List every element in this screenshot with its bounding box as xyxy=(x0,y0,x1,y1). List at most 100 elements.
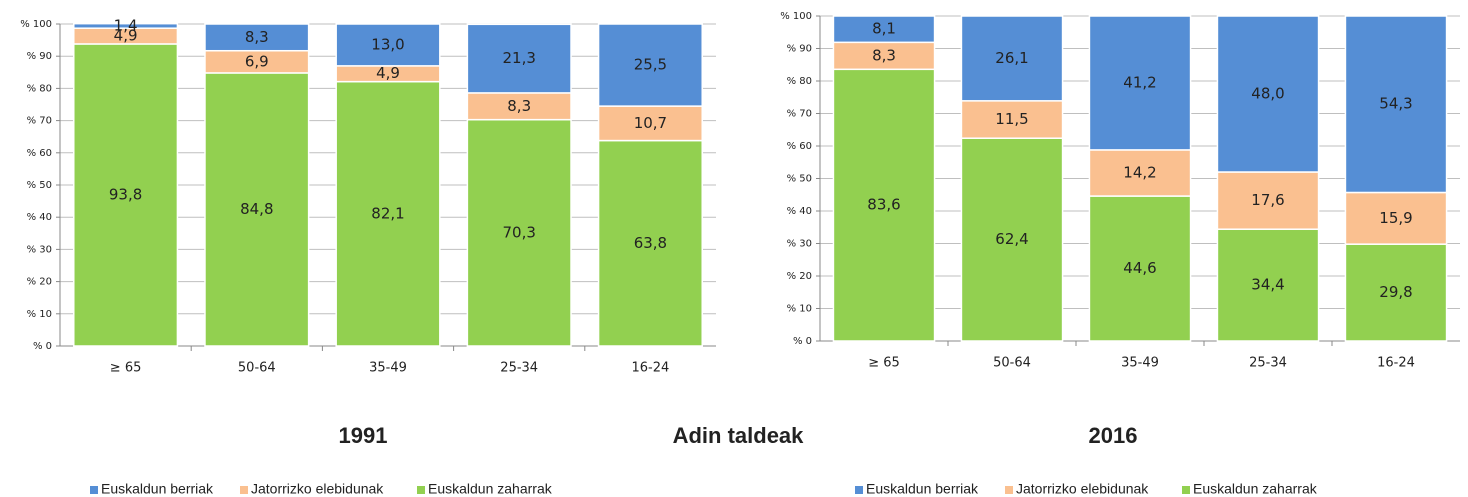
value-label: 84,8 xyxy=(240,200,273,218)
value-label: 29,8 xyxy=(1379,283,1412,301)
legend-label: Jatorrizko elebidunak xyxy=(251,481,384,497)
value-label: 83,6 xyxy=(867,196,900,214)
bar-segment xyxy=(1344,191,1448,245)
bar-segment xyxy=(1216,228,1320,342)
value-label: 1,4 xyxy=(114,16,138,34)
bar-segment xyxy=(960,100,1064,139)
value-label: 26,1 xyxy=(995,49,1028,67)
value-label: 11,5 xyxy=(995,110,1028,128)
bar-segment xyxy=(597,105,703,142)
x-tick-label: 25-34 xyxy=(1249,356,1287,371)
value-label: 8,3 xyxy=(507,97,531,115)
value-label: 93,8 xyxy=(109,185,142,203)
bar-segment xyxy=(204,23,310,52)
bar-segment xyxy=(960,137,1064,342)
legend-label: Euskaldun zaharrak xyxy=(1193,481,1318,497)
bar-segment xyxy=(466,92,572,121)
value-label: 82,1 xyxy=(371,204,404,222)
bar-segment xyxy=(335,23,441,67)
bar-segment xyxy=(1344,15,1448,194)
bar-segment xyxy=(1088,149,1192,197)
value-label: 17,6 xyxy=(1251,191,1284,209)
value-label: 48,0 xyxy=(1251,85,1284,103)
x-tick-label: 35-49 xyxy=(1121,356,1159,371)
legend-swatch xyxy=(240,486,248,494)
x-tick-label: ≥ 65 xyxy=(110,361,142,376)
y-tick-label: % 10 xyxy=(27,309,52,320)
value-label: 14,2 xyxy=(1123,163,1156,181)
y-tick-label: % 50 xyxy=(787,174,812,185)
bar-segment xyxy=(1088,195,1192,342)
value-label: 15,9 xyxy=(1379,209,1412,227)
value-label: 6,9 xyxy=(245,52,269,70)
legend-swatch xyxy=(417,486,425,494)
legend-label: Jatorrizko elebidunak xyxy=(1016,481,1149,497)
y-tick-label: % 80 xyxy=(787,76,812,87)
legend-swatch xyxy=(1182,486,1190,494)
value-label: 70,3 xyxy=(502,223,535,241)
value-label: 8,3 xyxy=(245,28,269,46)
x-axis-label: Adin taldeak xyxy=(673,423,805,448)
x-tick-label: 16-24 xyxy=(632,361,670,376)
y-tick-label: % 100 xyxy=(780,11,812,22)
bar-segment xyxy=(832,68,936,342)
y-tick-label: % 20 xyxy=(27,277,52,288)
y-tick-label: % 0 xyxy=(793,336,812,347)
y-tick-label: % 100 xyxy=(20,19,52,30)
y-tick-label: % 60 xyxy=(27,148,52,159)
value-label: 21,3 xyxy=(502,49,535,67)
bar-segment xyxy=(1216,15,1320,173)
y-tick-label: % 40 xyxy=(787,206,812,217)
value-label: 10,7 xyxy=(634,114,667,132)
bar-segment xyxy=(335,80,441,347)
value-label: 8,3 xyxy=(872,46,896,64)
bar-segment xyxy=(832,15,936,44)
legend-swatch xyxy=(90,486,98,494)
y-tick-label: % 80 xyxy=(27,83,52,94)
value-label: 4,9 xyxy=(114,27,138,45)
x-tick-label: 25-34 xyxy=(500,361,538,376)
bar-segment xyxy=(1216,171,1320,230)
y-tick-label: % 90 xyxy=(27,51,52,62)
legend-swatch xyxy=(855,486,863,494)
bar-segment xyxy=(960,15,1064,102)
x-tick-label: 16-24 xyxy=(1377,356,1415,371)
y-tick-label: % 30 xyxy=(787,239,812,250)
value-label: 44,6 xyxy=(1123,259,1156,277)
bar-segment xyxy=(204,72,310,347)
bar-segment xyxy=(597,139,703,347)
bar-segment xyxy=(466,118,572,347)
value-label: 41,2 xyxy=(1123,73,1156,91)
bar-segment xyxy=(1088,15,1192,151)
value-label: 4,9 xyxy=(376,64,400,82)
y-tick-label: % 10 xyxy=(787,304,812,315)
y-tick-label: % 60 xyxy=(787,141,812,152)
value-label: 13,0 xyxy=(371,35,404,53)
x-tick-label: ≥ 65 xyxy=(868,356,900,371)
bar-segment xyxy=(1344,243,1448,342)
x-tick-label: 50-64 xyxy=(993,356,1031,371)
legend-label: Euskaldun berriak xyxy=(101,481,214,497)
legend-label: Euskaldun berriak xyxy=(866,481,979,497)
y-tick-label: % 70 xyxy=(27,116,52,127)
value-label: 54,3 xyxy=(1379,95,1412,113)
x-tick-label: 50-64 xyxy=(238,361,276,376)
bar-segment xyxy=(466,23,572,94)
y-tick-label: % 50 xyxy=(27,180,52,191)
bar-segment xyxy=(597,23,703,107)
bar-segment xyxy=(832,41,936,71)
legend-label: Euskaldun zaharrak xyxy=(428,481,553,497)
bar-segment xyxy=(73,43,179,347)
y-tick-label: % 70 xyxy=(787,109,812,120)
y-tick-label: % 30 xyxy=(27,244,52,255)
y-tick-label: % 40 xyxy=(27,212,52,223)
legend-swatch xyxy=(1005,486,1013,494)
value-label: 63,8 xyxy=(634,234,667,252)
bar-segment xyxy=(73,22,179,29)
y-tick-label: % 20 xyxy=(787,271,812,282)
y-tick-label: % 90 xyxy=(787,44,812,55)
x-tick-label: 35-49 xyxy=(369,361,407,376)
chart-title: 2016 xyxy=(1089,423,1138,448)
value-label: 62,4 xyxy=(995,230,1028,248)
